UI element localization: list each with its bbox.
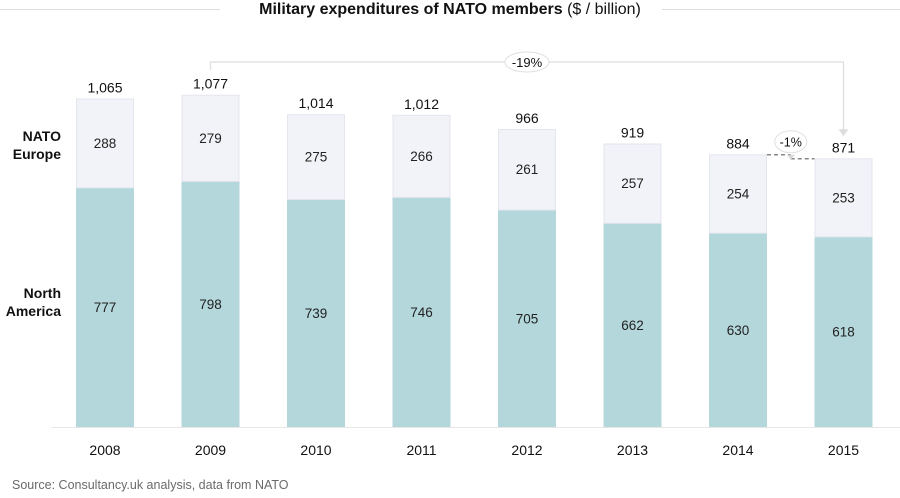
x-tick-label-2015: 2015 (828, 442, 859, 458)
value-label-nato-europe-2010: 275 (305, 150, 328, 165)
bar-nato-europe-2014 (709, 154, 767, 234)
x-tick-label-2012: 2012 (511, 442, 542, 458)
value-label-nato-europe-2011: 266 (410, 149, 433, 164)
chart-title-unit: ($ / billion) (567, 1, 641, 18)
value-label-nato-europe-2015: 253 (832, 190, 855, 205)
total-label-2014: 884 (726, 135, 750, 151)
value-label-north-america-2008: 777 (94, 300, 117, 315)
change-label-total: -19% (512, 55, 543, 70)
value-label-nato-europe-2013: 257 (621, 176, 644, 191)
bar-north-america-2008 (76, 187, 134, 427)
bar-north-america-2010 (287, 199, 345, 427)
x-tick-label-2008: 2008 (89, 442, 120, 458)
step-arrowhead (786, 154, 795, 160)
title-rule-left (0, 9, 220, 10)
legend-label-nato-europe: Europe (13, 146, 61, 162)
legend-label-north-america: North (24, 285, 61, 301)
x-tick-label-2013: 2013 (617, 442, 648, 458)
bar-north-america-2012 (498, 209, 556, 427)
x-tick-label-2014: 2014 (722, 442, 753, 458)
total-label-2011: 1,012 (404, 96, 439, 112)
x-tick-label-2010: 2010 (300, 442, 331, 458)
value-label-nato-europe-2009: 279 (199, 131, 222, 146)
bar-nato-europe-2008 (76, 98, 134, 189)
value-label-north-america-2013: 662 (621, 318, 644, 333)
change-bracket-arrowhead (838, 129, 849, 137)
total-label-2010: 1,014 (298, 95, 333, 111)
bar-north-america-2011 (392, 196, 451, 427)
title-rule-right (662, 9, 900, 10)
source-note: Source: Consultancy.uk analysis, data fr… (12, 478, 289, 492)
value-label-north-america-2011: 746 (410, 305, 433, 320)
x-tick-label-2011: 2011 (406, 442, 436, 458)
total-label-2015: 871 (832, 139, 856, 155)
bar-north-america-2009 (181, 180, 240, 427)
value-label-north-america-2010: 739 (305, 306, 328, 321)
legend-label-nato-europe: NATO (23, 128, 61, 144)
change-label-yoy: -1% (780, 135, 802, 149)
chart-title-main: Military expenditures of NATO members (259, 1, 563, 18)
total-label-2009: 1,077 (193, 76, 228, 92)
value-label-nato-europe-2008: 288 (94, 136, 117, 151)
bar-nato-europe-2012 (498, 128, 556, 211)
legend-label-north-america: America (6, 303, 61, 319)
value-label-north-america-2012: 705 (516, 311, 539, 326)
value-label-nato-europe-2012: 261 (516, 162, 539, 177)
value-label-north-america-2015: 618 (832, 325, 855, 340)
total-label-2013: 919 (621, 124, 645, 140)
bar-nato-europe-2011 (392, 114, 451, 198)
value-label-north-america-2014: 630 (727, 323, 750, 338)
total-label-2008: 1,065 (87, 79, 122, 95)
change-bubble (504, 51, 550, 73)
value-label-north-america-2009: 798 (199, 297, 222, 312)
bar-nato-europe-2013 (603, 143, 662, 224)
change-bubble-yoy (774, 130, 808, 154)
total-label-2012: 966 (515, 110, 539, 126)
bar-nato-europe-2009 (181, 94, 240, 182)
x-tick-label-2009: 2009 (195, 442, 226, 458)
bar-nato-europe-2015 (814, 158, 873, 238)
chart-title: Military expenditures of NATO members ($… (0, 0, 900, 20)
bar-north-america-2014 (709, 232, 767, 427)
value-label-nato-europe-2014: 254 (727, 186, 750, 201)
bar-nato-europe-2010 (287, 114, 345, 201)
bar-north-america-2013 (603, 222, 662, 427)
bar-north-america-2015 (814, 236, 873, 427)
